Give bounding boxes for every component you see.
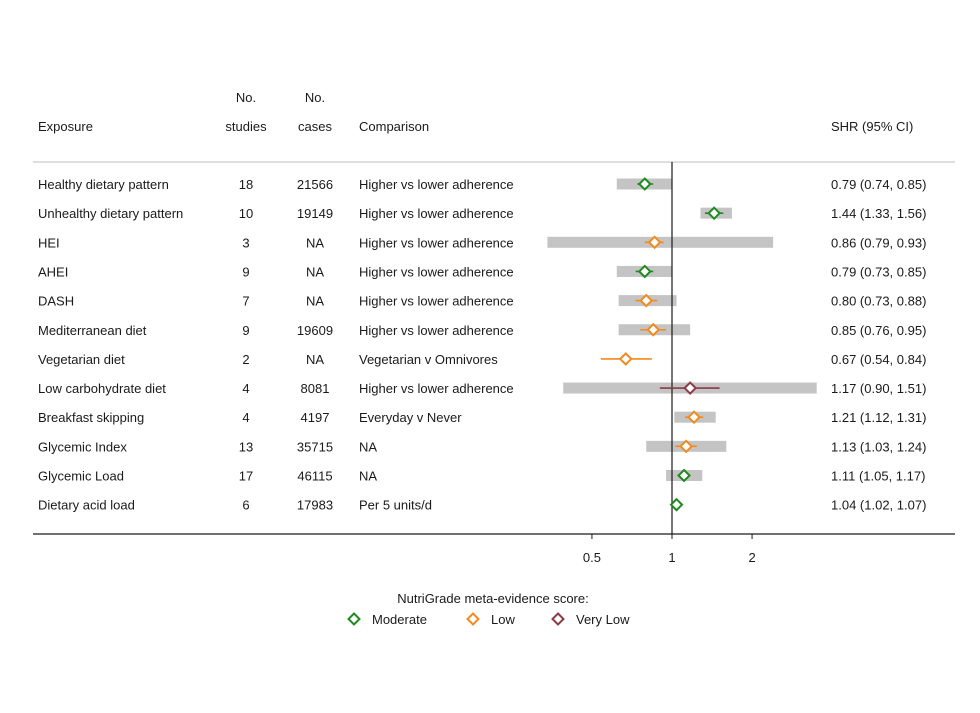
row-studies: 4 [242, 381, 249, 396]
legend-label-moderate: Moderate [372, 612, 427, 627]
row-shr-ci: 0.67 (0.54, 0.84) [831, 352, 926, 367]
x-axis-ticks: 0.5 1 2 [583, 534, 756, 565]
row-exposure: DASH [38, 294, 74, 309]
row-cases: 35715 [297, 439, 333, 454]
legend-items: Moderate Low Very Low [347, 612, 630, 627]
plot-area [547, 162, 817, 534]
row-studies: 18 [239, 177, 253, 192]
legend-marker-moderate [347, 612, 361, 626]
row-cases: 46115 [297, 469, 332, 484]
header-shr: SHR (95% CI) [831, 119, 913, 134]
row-exposure: AHEI [38, 264, 68, 279]
row-cases: 19609 [297, 323, 333, 338]
header-comparison: Comparison [359, 119, 429, 134]
estimate-marker [637, 177, 652, 191]
row-cases: NA [306, 235, 324, 250]
legend-marker-verylow [551, 612, 565, 626]
row-cases: 4197 [301, 410, 330, 425]
estimate-marker [646, 322, 661, 337]
legend-title: NutriGrade meta-evidence score: [397, 591, 588, 606]
row-shr-ci: 0.85 (0.76, 0.95) [831, 323, 926, 338]
row-shr-ci: 1.44 (1.33, 1.56) [831, 206, 926, 221]
legend: NutriGrade meta-evidence score: Moderate… [347, 591, 630, 627]
row-shr-ci: 1.17 (0.90, 1.51) [831, 381, 926, 396]
row-exposure: Low carbohydrate diet [38, 381, 166, 396]
row-studies: 6 [242, 498, 249, 513]
row-exposure: Vegetarian diet [38, 352, 125, 367]
row-shr-ci: 0.79 (0.74, 0.85) [831, 177, 926, 192]
row-shr-ci: 0.80 (0.73, 0.88) [831, 294, 926, 309]
row-cases: 17983 [297, 498, 333, 513]
legend-label-low: Low [491, 612, 515, 627]
row-studies: 13 [239, 439, 253, 454]
row-exposure: Glycemic Index [38, 439, 127, 454]
estimate-marker [637, 264, 652, 279]
row-comparison: Higher vs lower adherence [359, 177, 514, 192]
row-cases: 19149 [297, 206, 333, 221]
row-comparison: Vegetarian v Omnivores [359, 352, 498, 367]
row-studies: 4 [242, 410, 249, 425]
row-comparison: NA [359, 469, 377, 484]
row-shr-ci: 0.79 (0.73, 0.85) [831, 264, 926, 279]
row-exposure: Breakfast skipping [38, 410, 144, 425]
row-exposure: Mediterranean diet [38, 323, 147, 338]
estimate-marker [677, 468, 691, 483]
row-studies: 9 [242, 323, 249, 338]
row-studies: 3 [242, 235, 249, 250]
row-cases: 21566 [297, 177, 333, 192]
x-tick-label: 2 [748, 550, 755, 565]
row-exposure: HEI [38, 235, 60, 250]
row-shr-ci: 1.21 (1.12, 1.31) [831, 410, 926, 425]
row-comparison: Higher vs lower adherence [359, 323, 514, 338]
estimate-marker [679, 439, 694, 454]
estimate-marker [669, 497, 684, 512]
row-exposure: Healthy dietary pattern [38, 177, 169, 192]
row-studies: 2 [242, 352, 249, 367]
row-exposure: Unhealthy dietary pattern [38, 206, 183, 221]
row-studies: 9 [242, 264, 249, 279]
legend-marker-low [466, 612, 480, 626]
row-cases: NA [306, 264, 324, 279]
row-exposure: Glycemic Load [38, 469, 124, 484]
row-cases: 8081 [301, 381, 330, 396]
estimate-marker [683, 381, 698, 395]
row-comparison: Higher vs lower adherence [359, 294, 514, 309]
row-comparison: Higher vs lower adherence [359, 235, 514, 250]
row-shr-ci: 1.13 (1.03, 1.24) [831, 439, 926, 454]
row-studies: 7 [242, 294, 249, 309]
row-comparison: Higher vs lower adherence [359, 264, 514, 279]
row-comparison: Everyday v Never [359, 410, 462, 425]
row-studies: 10 [239, 206, 253, 221]
row-studies: 17 [239, 469, 253, 484]
row-exposure: Dietary acid load [38, 498, 135, 513]
x-tick-label: 1 [668, 550, 675, 565]
row-shr-ci: 0.86 (0.79, 0.93) [831, 235, 926, 250]
row-shr-ci: 1.04 (1.02, 1.07) [831, 498, 926, 513]
estimate-marker [647, 235, 662, 250]
estimate-marker [639, 293, 654, 308]
row-comparison: NA [359, 439, 377, 454]
header-studies-top: No. [236, 90, 256, 105]
row-comparison: Higher vs lower adherence [359, 206, 514, 221]
table-rows: Healthy dietary pattern 18 21566 Higher vs … [38, 177, 926, 513]
x-tick-label: 0.5 [583, 550, 601, 565]
row-cases: NA [306, 352, 324, 367]
estimate-marker [707, 206, 722, 221]
row-comparison: Per 5 units/d [359, 498, 432, 513]
column-headers: Exposure No. studies No. cases Compariso… [38, 90, 913, 134]
header-exposure: Exposure [38, 119, 93, 134]
header-cases-bottom: cases [298, 119, 332, 134]
header-studies-bottom: studies [225, 119, 267, 134]
row-cases: NA [306, 294, 324, 309]
row-shr-ci: 1.11 (1.05, 1.17) [831, 469, 925, 484]
header-cases-top: No. [305, 90, 325, 105]
legend-label-verylow: Very Low [576, 612, 630, 627]
row-comparison: Higher vs lower adherence [359, 381, 514, 396]
estimate-marker [618, 351, 633, 366]
estimate-marker [687, 410, 701, 425]
